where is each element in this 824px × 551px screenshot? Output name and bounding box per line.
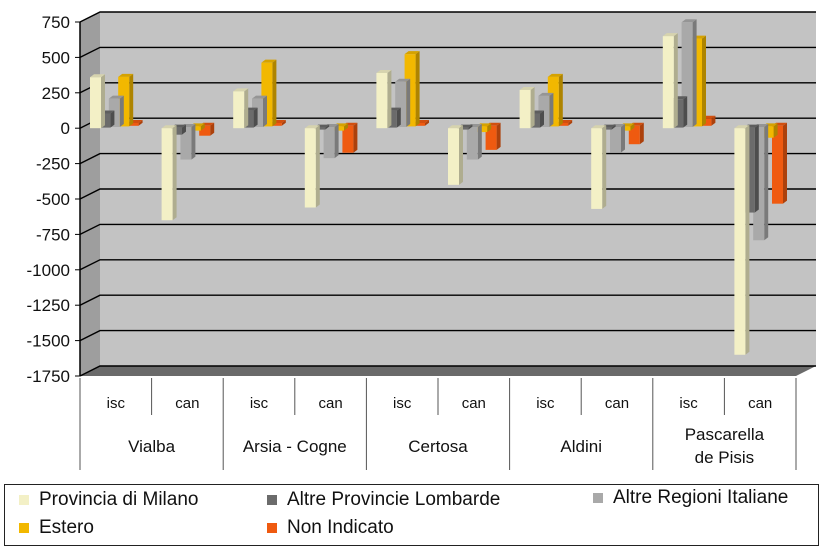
bar-4-3 [261,59,277,127]
y-tick-label: -1750 [27,367,70,386]
x-group-label: Aldini [560,437,602,456]
legend-item-altre-regioni-italiane: Altre Regioni Italiane [593,487,788,509]
y-axis-ticks: 750 500 250 0 -250 -500 -750 -1000 -1250 -1500 -17… [27,13,80,386]
bar-1-2 [161,125,177,221]
bar-1-10 [734,125,750,355]
chart-area: 750 500 250 0 -250 -500 -750 -1000 -1250 -1500 -17… [27,11,816,470]
gridline [79,223,816,236]
x-group-label: Vialba [128,437,175,456]
bar-1-8 [591,125,607,209]
legend-label: Provincia di Milano [39,489,199,510]
gridline [79,152,816,165]
bar-1-1 [90,74,105,129]
y-tick-label: -1500 [27,332,70,351]
x-sub-label: can [605,395,629,412]
x-sub-label: isc [107,395,126,412]
bar-1-4 [304,125,320,208]
legend-label: Estero [39,517,94,538]
legend-item-altre-provincie-lombarde: Altre Provincie Lombarde [267,489,500,511]
x-group-label: Arsia - Cogne [243,437,347,456]
gridline [79,259,816,271]
x-sub-label: isc [679,395,698,412]
y-tick-label: -1000 [27,261,70,280]
legend: Provincia di Milano Altre Provincie Lomb… [4,484,819,546]
x-sub-label: can [319,395,343,412]
bar-1-6 [448,125,463,185]
legend-item-provincia-milano: Provincia di Milano [19,489,198,511]
gridline [79,46,816,59]
bar-1-5 [376,69,392,129]
x-sub-label: can [462,395,486,412]
x-axis-labels: isc can Vialba isc can Arsia - Cogne isc can Cer… [79,378,797,470]
floor [80,366,816,376]
x-group-label: Pascarella [685,425,765,444]
x-sub-label: isc [393,395,412,412]
y-tick-label: 0 [61,119,70,138]
legend-item-estero: Estero [19,517,94,539]
legend-item-non-indicato: Non Indicato [267,517,394,539]
x-sub-label: can [748,395,772,412]
x-group-label: Certosa [408,437,468,456]
gridline [79,365,816,377]
legend-swatch [19,495,29,505]
x-sub-label: can [175,395,199,412]
legend-swatch [593,493,603,503]
gridline [79,11,816,23]
y-tick-label: -1250 [27,296,70,315]
bar-3-5 [395,78,411,127]
bar-1-7 [519,86,535,129]
legend-label: Non Indicato [287,517,394,538]
y-tick-label: 250 [42,84,70,103]
y-tick-label: 750 [42,13,70,32]
bar-3-9 [681,19,697,127]
y-tick-label: 500 [42,48,70,67]
gridline [79,294,816,306]
legend-label: Altre Regioni Italiane [613,487,789,508]
bars [90,19,787,355]
y-tick-label: -250 [36,155,70,174]
x-sub-label: isc [536,395,555,412]
x-group-label: de Pisis [695,448,755,467]
bar-3-6 [466,124,482,160]
x-sub-label: isc [250,395,269,412]
legend-label: Altre Provincie Lombarde [287,489,501,510]
gridline [79,188,816,200]
legend-swatch [19,523,29,533]
bar-3-4 [323,124,339,159]
legend-swatch [267,523,277,533]
y-tick-label: -750 [36,225,70,244]
bar-1-3 [233,88,249,129]
y-tick-label: -500 [36,190,70,209]
gridline [79,329,816,342]
bar-1-9 [662,33,678,129]
legend-swatch [267,495,277,505]
